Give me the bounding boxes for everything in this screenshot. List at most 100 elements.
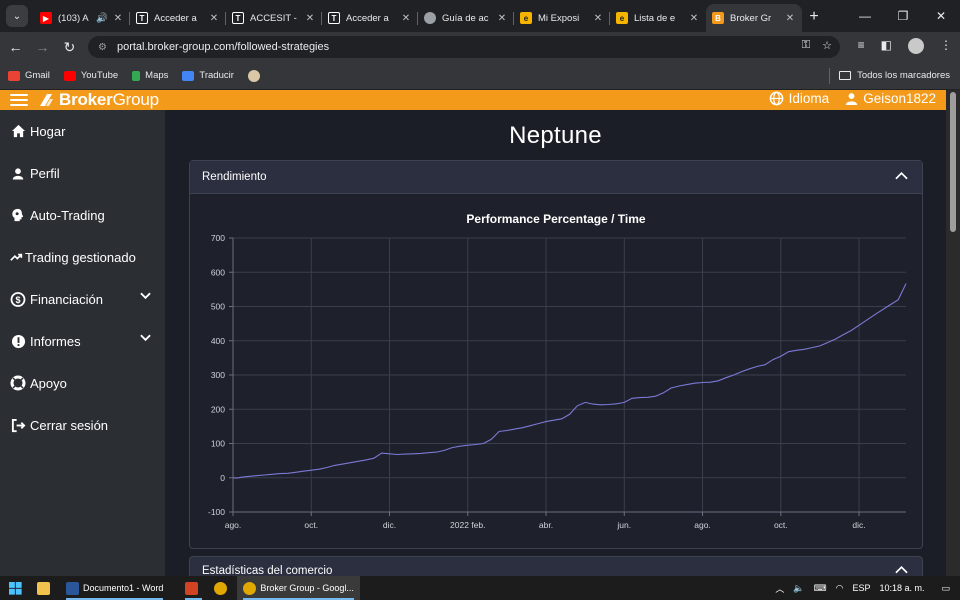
browser-tab[interactable]: e Lista de e ✕	[610, 4, 706, 32]
close-tab-icon[interactable]: ✕	[593, 12, 603, 24]
sidebar-item-auto-trading[interactable]: Auto-Trading	[0, 194, 165, 236]
y-tick-label: 500	[211, 302, 225, 312]
browser-tab[interactable]: Guía de ac ✕	[418, 4, 514, 32]
accesit-icon: T	[232, 12, 244, 24]
tab-title: Lista de e	[634, 12, 676, 24]
sidebar-item-managed-trading[interactable]: Trading gestionado	[0, 236, 165, 278]
start-button[interactable]	[0, 576, 31, 600]
taskbar-item-chrome[interactable]	[208, 576, 237, 600]
sidebar-item-financing[interactable]: $ Financiación	[0, 278, 165, 320]
language-indicator[interactable]: ESP	[852, 583, 871, 593]
close-tab-icon[interactable]: ✕	[401, 12, 411, 24]
taskbar-item-chrome-brokergroup[interactable]: Broker Group - Googl...	[237, 576, 360, 600]
minimize-icon[interactable]: —	[859, 9, 871, 23]
user-menu[interactable]: Geison1822	[845, 91, 936, 106]
svg-text:$: $	[15, 295, 20, 305]
chrome-icon	[243, 581, 257, 595]
x-tick-label: dic.	[852, 520, 865, 530]
chevron-up-icon[interactable]	[895, 565, 908, 574]
y-tick-label: 300	[211, 370, 225, 380]
x-tick-label: dic.	[383, 520, 396, 530]
bookmark-translate[interactable]: Traducir	[182, 70, 234, 81]
browser-tab[interactable]: ▶ (103) A 🔊 ✕	[34, 4, 130, 32]
sidebar-item-profile[interactable]: Perfil	[0, 152, 165, 194]
taskbar-item-word[interactable]: Documento1 - Word	[60, 576, 169, 600]
profile-avatar[interactable]	[908, 38, 924, 54]
bookmark-gmail[interactable]: Gmail	[8, 70, 50, 81]
close-window-icon[interactable]: ✕	[935, 9, 947, 23]
y-tick-label: 100	[211, 439, 225, 449]
logout-icon	[10, 417, 26, 433]
browser-tab[interactable]: T Acceder a ✕	[130, 4, 226, 32]
bookmark-youtube[interactable]: YouTube	[63, 70, 118, 81]
chevron-down-icon[interactable]	[140, 292, 151, 300]
close-tab-icon[interactable]: ✕	[209, 12, 219, 24]
key-icon[interactable]: ⚿	[801, 39, 811, 51]
notifications-icon[interactable]: ▭	[941, 582, 950, 593]
taskbar-item-powerpoint[interactable]	[179, 576, 208, 600]
side-panel-icon[interactable]: ◧	[880, 38, 892, 52]
menu-icon[interactable]: ⋮	[940, 38, 952, 52]
ime-icon[interactable]: ⌨	[813, 582, 827, 593]
address-bar[interactable]: ⚙ portal.broker-group.com/followed-strat…	[88, 36, 840, 58]
site-info-icon[interactable]: ⚙	[98, 41, 107, 53]
close-tab-icon[interactable]: ✕	[785, 12, 795, 24]
back-icon[interactable]: ←	[8, 39, 23, 55]
media-icon[interactable]: ≡	[857, 38, 865, 52]
chart-series	[232, 283, 907, 479]
new-tab-button[interactable]: +	[809, 8, 819, 25]
sidebar-item-support[interactable]: Apoyo	[0, 362, 165, 404]
bookmark-extra[interactable]	[247, 69, 265, 82]
browser-tab-active[interactable]: B Broker Gr ✕	[706, 4, 802, 32]
wifi-icon[interactable]: ◠	[835, 582, 844, 593]
tab-title: Guía de ac	[442, 12, 489, 24]
y-tick-label: 700	[211, 233, 225, 243]
audio-icon[interactable]: 🔊	[96, 12, 108, 24]
logo-text-b: Group	[112, 90, 159, 109]
logo-text-a: Broker	[59, 90, 113, 109]
brokergroup-logo[interactable]: Broker Group	[38, 90, 159, 110]
forward-icon[interactable]: →	[35, 39, 50, 55]
sidebar-item-label: Apoyo	[30, 375, 67, 391]
browser-tab-strip: ⌄ ▶ (103) A 🔊 ✕ T Acceder a ✕ T ACCESIT …	[0, 0, 960, 32]
x-tick-label: ago.	[225, 520, 242, 530]
trade-stats-card-header[interactable]: Estadísticas del comercio	[189, 556, 923, 576]
browser-tab[interactable]: e Mi Exposi ✕	[514, 4, 610, 32]
volume-icon[interactable]: 🔈	[793, 582, 805, 593]
hamburger-menu-icon[interactable]	[10, 94, 28, 106]
tab-search-button[interactable]: ⌄	[6, 5, 28, 27]
y-tick-label: 400	[211, 336, 225, 346]
page-title: Neptune	[509, 122, 602, 149]
user-icon	[846, 93, 858, 105]
sidebar-item-reports[interactable]: Informes	[0, 320, 165, 362]
system-tray: ︿ 🔈 ⌨ ◠ ESP 10:18 a. m. ▭	[775, 576, 960, 600]
restore-icon[interactable]: ❐	[897, 9, 909, 23]
sidebar-item-logout[interactable]: Cerrar sesión	[0, 404, 165, 446]
close-tab-icon[interactable]: ✕	[497, 12, 507, 24]
bookmark-star-icon[interactable]: ☆	[822, 40, 832, 52]
extension-icon	[247, 69, 260, 82]
language-selector[interactable]: Idioma	[769, 91, 829, 106]
performance-card-header[interactable]: Rendimiento	[190, 161, 922, 194]
page-scrollbar[interactable]	[946, 90, 960, 576]
x-tick-label: oct.	[774, 520, 788, 530]
chevron-up-icon[interactable]	[895, 171, 908, 180]
browser-tab[interactable]: T ACCESIT - ✕	[226, 4, 322, 32]
close-tab-icon[interactable]: ✕	[689, 12, 699, 24]
reload-icon[interactable]: ↻	[63, 38, 76, 55]
close-tab-icon[interactable]: ✕	[305, 12, 315, 24]
chevron-up-icon[interactable]: ︿	[775, 583, 785, 594]
scrollbar-thumb[interactable]	[950, 92, 956, 232]
sidebar-item-home[interactable]: Hogar	[0, 110, 165, 152]
all-bookmarks[interactable]: Todos los marcadores	[839, 70, 950, 81]
accesit-icon: T	[328, 12, 340, 24]
browser-tab[interactable]: T Acceder a ✕	[322, 4, 418, 32]
chart-y-axis: -100 0 100 200 300 400 500 600 700	[208, 233, 234, 517]
site-header: Broker Group Idioma Geison1822	[0, 90, 946, 110]
chevron-down-icon[interactable]	[140, 334, 151, 342]
clock[interactable]: 10:18 a. m.	[879, 583, 925, 593]
bookmark-maps[interactable]: Maps	[132, 70, 168, 81]
y-tick-label: 600	[211, 267, 225, 277]
file-explorer-button[interactable]	[31, 576, 60, 600]
close-tab-icon[interactable]: ✕	[113, 12, 123, 24]
